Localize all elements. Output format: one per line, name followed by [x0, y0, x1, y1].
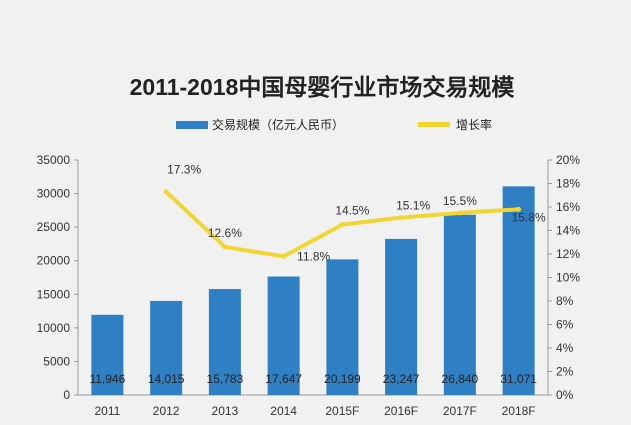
- y-left-tick-label: 20000: [37, 254, 71, 268]
- bar-series: [91, 186, 535, 395]
- x-tick-label: 2018F: [502, 404, 536, 418]
- x-tick-label: 2016F: [384, 404, 418, 418]
- growth-rate-point: [516, 206, 522, 212]
- growth-rate-label: 11.8%: [297, 249, 330, 263]
- y-left-tick-label: 5000: [43, 354, 70, 368]
- growth-rate-point: [457, 210, 463, 216]
- bar: [267, 276, 300, 395]
- y-right-tick-label: 10%: [556, 271, 580, 285]
- growth-rate-point: [398, 215, 404, 221]
- growth-rate-point: [339, 222, 345, 228]
- y-left-tick-label: 0: [63, 388, 70, 402]
- y-right-tick-label: 16%: [556, 200, 580, 214]
- x-tick-label: 2015F: [325, 404, 359, 418]
- bar: [91, 314, 124, 395]
- growth-rate-label: 15.1%: [396, 199, 430, 213]
- y-left-tick-label: 35000: [37, 153, 71, 167]
- y-left-tick-label: 30000: [37, 187, 71, 201]
- y-right-tick-label: 2%: [556, 365, 574, 379]
- growth-rate-point: [222, 244, 228, 250]
- bar-value-label: 20,199: [324, 372, 361, 386]
- bar: [150, 300, 183, 395]
- y-right-tick-label: 14%: [556, 224, 580, 238]
- y-right-tick-label: 6%: [556, 318, 574, 332]
- x-tick-label: 2011: [94, 404, 120, 418]
- growth-rate-label: 15.5%: [443, 194, 477, 208]
- y-right-tick-label: 8%: [556, 294, 574, 308]
- x-tick-label: 2017F: [443, 404, 477, 418]
- y-left-tick-label: 15000: [37, 287, 71, 301]
- legend-line-swatch: [418, 122, 450, 127]
- x-tick-label: 2013: [212, 404, 239, 418]
- y-right-tick-label: 20%: [556, 153, 580, 167]
- y-left-tick-label: 25000: [37, 220, 71, 234]
- bar: [208, 289, 241, 395]
- bar-value-label: 14,015: [148, 372, 185, 386]
- y-left-tick-label: 10000: [37, 321, 71, 335]
- bar-value-label: 31,071: [500, 372, 537, 386]
- y-right-tick-label: 4%: [556, 341, 574, 355]
- bar-value-label: 23,247: [383, 372, 420, 386]
- y-right-tick-label: 18%: [556, 177, 580, 191]
- bar: [502, 186, 535, 395]
- y-right-tick-label: 0%: [556, 388, 574, 402]
- bar-value-label: 15,783: [207, 372, 244, 386]
- legend-line-label: 增长率: [456, 117, 492, 132]
- data-labels: 11,946 14,015 15,783 17,647 20,199 23,247 26,8…: [89, 163, 545, 386]
- bar: [443, 214, 476, 395]
- growth-rate-label: 15.8%: [512, 210, 546, 224]
- line-series: [163, 189, 522, 259]
- legend: 交易规模（亿元人民币） 增长率: [176, 117, 492, 132]
- x-tick-label: 2012: [153, 404, 180, 418]
- bar-value-label: 26,840: [442, 372, 479, 386]
- growth-rate-label: 17.3%: [167, 163, 201, 177]
- bar-value-label: 11,946: [89, 372, 125, 386]
- legend-bar-swatch: [176, 121, 208, 129]
- bar-value-label: 17,647: [265, 372, 302, 386]
- growth-rate-point: [163, 189, 169, 195]
- x-tick-label: 2014: [270, 404, 297, 418]
- growth-rate-label: 14.5%: [335, 204, 369, 218]
- bar: [326, 259, 359, 395]
- legend-bar-label: 交易规模（亿元人民币）: [212, 117, 344, 132]
- y-right-tick-label: 12%: [556, 247, 580, 261]
- growth-rate-point: [281, 253, 287, 259]
- chart-title: 2011-2018中国母婴行业市场交易规模: [130, 74, 516, 100]
- bar: [385, 238, 418, 395]
- growth-rate-label: 12.6%: [208, 226, 242, 240]
- axes: 0 5000 10000 15000 20000 25000 30000 35000 0% 2% 4…: [37, 153, 581, 418]
